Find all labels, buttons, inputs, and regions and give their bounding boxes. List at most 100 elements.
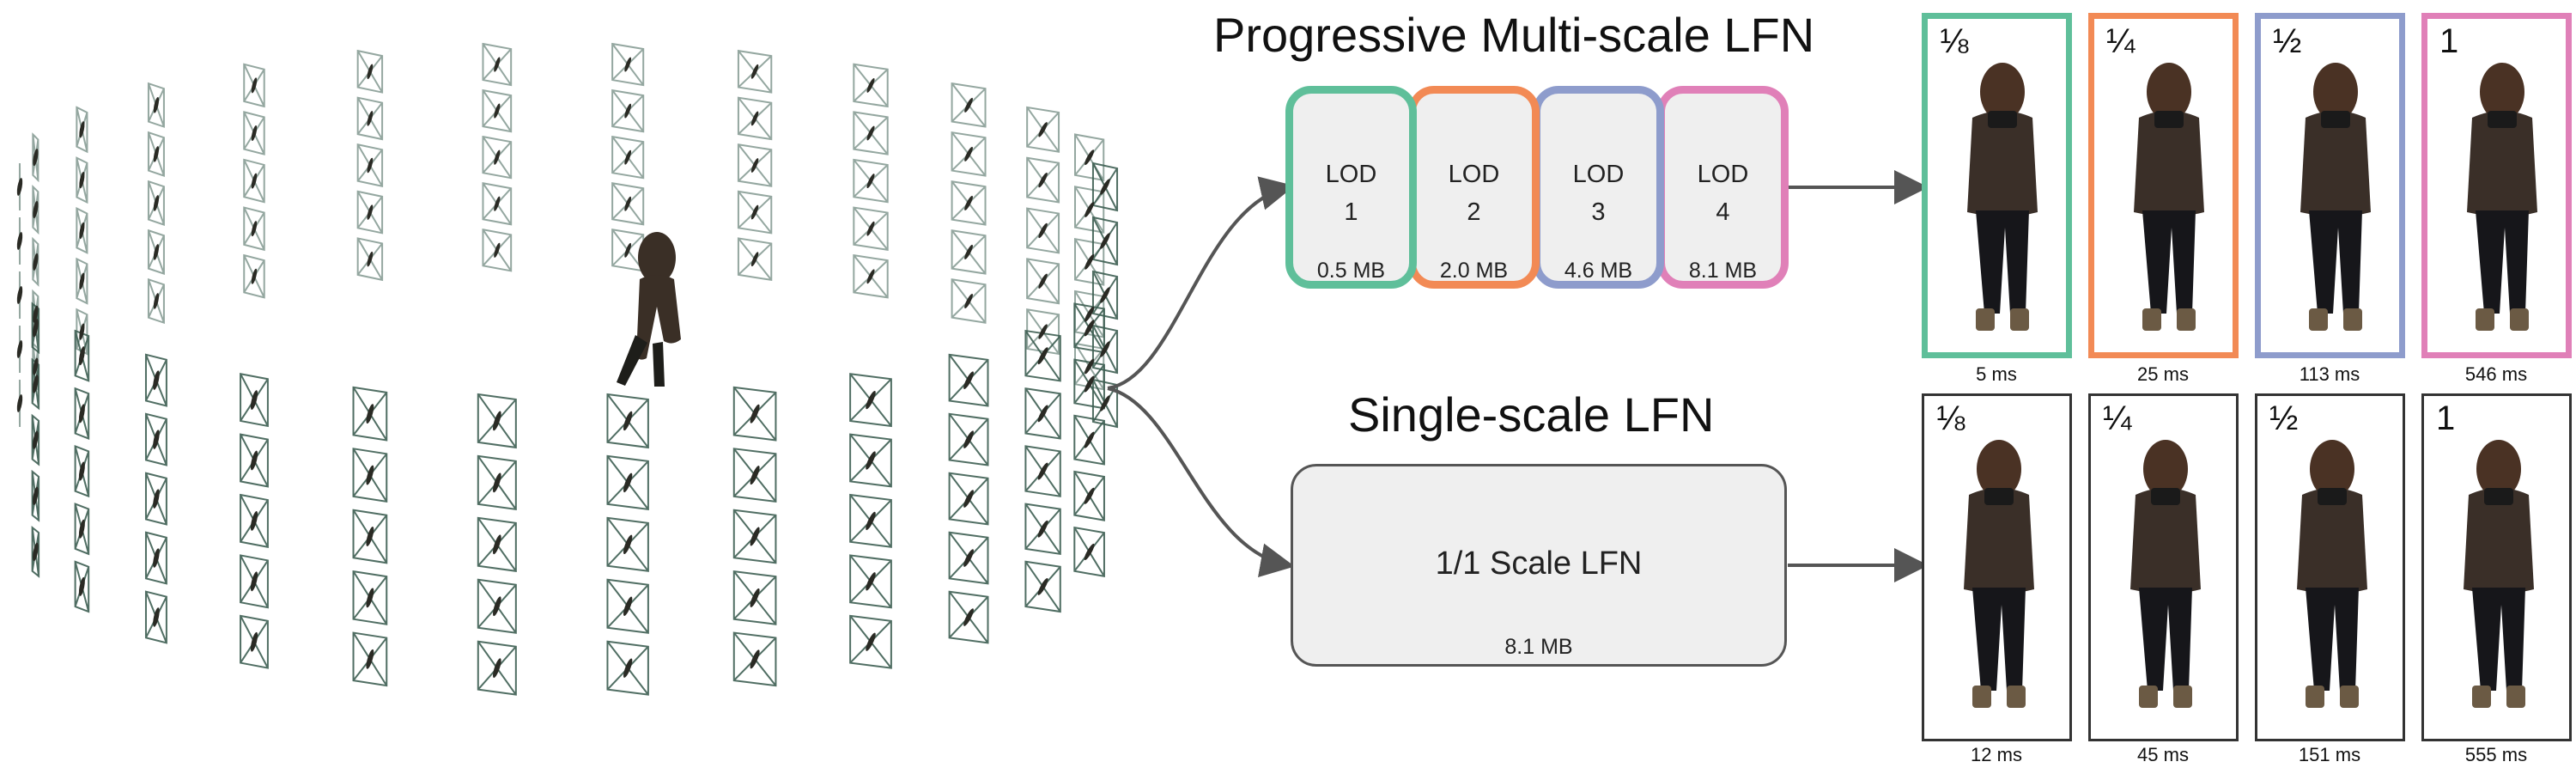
rig-subject-thumbnail [1084,358,1095,375]
progressive-result-frame-4: 1 [2421,13,2572,358]
rig-subject-thumbnail [750,404,760,424]
rig-subject-thumbnail [494,242,501,258]
rig-subject-thumbnail [866,572,876,591]
rig-subject-thumbnail [251,221,258,237]
rig-subject-thumbnail [33,201,39,218]
rig-subject-thumbnail [750,204,759,220]
rig-subject-thumbnail [33,486,39,505]
render-time-label: 12 ms [1971,744,2022,765]
rig-subject-thumbnail [153,607,160,627]
rig-subject-thumbnail [494,57,501,72]
rig-subject-thumbnail [623,472,633,493]
rig-subject-thumbnail [366,404,374,424]
scale-label: 1 [2439,22,2459,60]
camera-rig-illustration [16,42,1119,696]
rig-subject-thumbnail [1100,287,1110,303]
rig-subject-thumbnail [367,157,374,174]
subject-photo [2134,63,2204,331]
rig-subject-thumbnail [251,173,258,189]
rig-subject-thumbnail [16,286,23,304]
rig-subject-thumbnail [866,269,875,284]
rig-subject-thumbnail [78,461,85,481]
render-time-label: 5 ms [1976,363,2017,385]
rig-subject-thumbnail [153,293,160,309]
rig-subject-thumbnail [624,57,632,72]
rig-subject-thumbnail [250,571,258,592]
rig-subject-thumbnail [33,375,39,393]
rig-subject-thumbnail [866,77,875,93]
rig-subject-thumbnail [153,146,160,162]
scale-label: ½ [2273,22,2302,60]
scale-label: ¼ [2106,22,2136,60]
lod-2-label: LOD 2 [1448,161,1500,226]
rig-subject-thumbnail [963,430,974,448]
rig-subject-thumbnail [367,111,374,126]
single-result-frame-1: ⅛ [1922,393,2072,741]
single-result-frame-4: 1 [2421,393,2572,741]
subject-photo [2300,63,2371,331]
rig-subject-thumbnail [493,658,501,679]
rig-subject-thumbnail [1038,273,1048,289]
rig-subject-thumbnail [16,394,23,412]
scale-label: ¼ [2103,399,2132,437]
rig-subject-thumbnail [493,472,501,493]
rig-subject-thumbnail [1084,320,1095,337]
rig-subject-thumbnail [1037,520,1048,538]
rig-subject-thumbnail [623,534,633,555]
render-time-label: 546 ms [2464,363,2528,385]
rig-subject-thumbnail [250,390,258,410]
rig-subject-thumbnail [251,268,258,284]
arrow-to-progressive [1107,176,1295,390]
rig-subject-thumbnail [963,490,974,508]
rig-subject-thumbnail [866,451,876,470]
rig-subject-thumbnail [964,293,973,308]
rig-subject-thumbnail [153,489,160,509]
lod-3-size: 4.6 MB [1564,259,1633,283]
single-scale-label: 1/1 Scale LFN [1435,545,1643,582]
rig-subject-thumbnail [1084,202,1095,217]
lod-box-4: LOD 4 8.1 MB [1657,86,1789,289]
rig-subject-thumbnail [866,511,876,531]
rig-subject-thumbnail [1037,578,1048,595]
rig-subject-thumbnail [493,596,501,617]
rig-subject-thumbnail [1100,395,1110,411]
rig-subject-thumbnail [1038,122,1048,137]
rig-subject-thumbnail [366,588,374,608]
rig-subject-thumbnail [494,103,501,119]
arrow-to-single [1107,387,1295,577]
rig-subject-thumbnail [1084,487,1095,504]
scale-label: ⅛ [1940,22,1969,60]
lod-box-1: LOD 1 0.5 MB [1285,86,1417,289]
scale-label: ⅛ [1936,399,1965,437]
progressive-result-frame-2: ¼ [2088,13,2239,358]
render-time-label: 25 ms [2137,363,2189,385]
progressive-result-frame-1: ⅛ [1922,13,2072,358]
subject-photo [2130,440,2201,708]
rig-subject-thumbnail [79,172,85,189]
rig-subject-thumbnail [366,465,374,485]
subject-photo [2464,440,2534,708]
rig-subject-thumbnail [963,608,974,626]
rig-subject-thumbnail [1038,172,1048,188]
rig-subject-thumbnail [750,252,759,267]
rig-subject-thumbnail [153,195,160,211]
rig-subject-thumbnail [1084,431,1095,448]
rig-subject-thumbnail [33,305,39,323]
rig-subject-thumbnail [623,658,633,678]
rig-subject-thumbnail [494,149,501,165]
render-time-label: 113 ms [2299,363,2360,385]
scale-label: ½ [2269,399,2299,437]
single-title: Single-scale LFN [1348,387,1715,442]
lod-1-size: 0.5 MB [1316,259,1386,283]
rig-subject-thumbnail [78,346,85,366]
rig-subject-thumbnail [750,527,760,546]
rig-subject-thumbnail [750,158,759,173]
rig-subject-thumbnail [250,450,258,471]
rig-subject-thumbnail [33,253,39,271]
single-result-frame-3: ½ [2255,393,2405,741]
rig-subject-thumbnail [964,97,973,113]
rig-subject-thumbnail [1037,462,1048,480]
rig-subject-thumbnail [1084,149,1095,166]
rig-subject-thumbnail [866,390,876,410]
rig-subject-thumbnail [33,149,39,167]
